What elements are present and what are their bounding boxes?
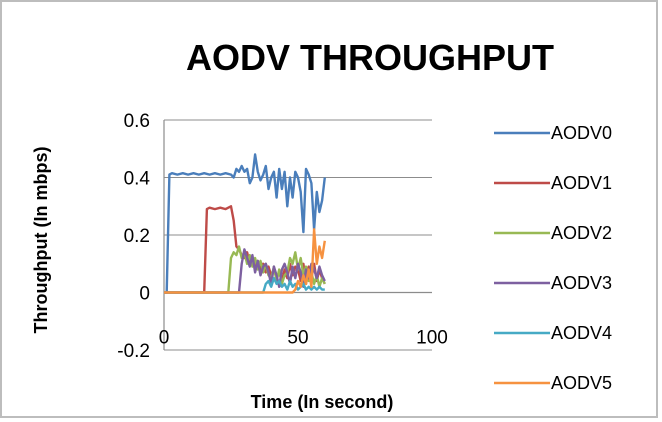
- x-tick-label: 50: [287, 328, 308, 349]
- y-tick-label: -0.2: [117, 341, 150, 362]
- x-tick-label: 100: [416, 328, 448, 349]
- legend-item-aodv5: AODV5: [494, 373, 612, 393]
- legend-item-aodv4: AODV4: [494, 323, 612, 343]
- legend-item-aodv0: AODV0: [494, 123, 612, 143]
- chart-title: AODV THROUGHPUT: [186, 37, 554, 78]
- legend-label: AODV0: [551, 123, 612, 143]
- y-axis-title: Throughput (In mbps): [31, 147, 51, 334]
- x-tick-label: 0: [159, 328, 170, 349]
- series-line-aodv0: [164, 153, 326, 294]
- legend-item-aodv3: AODV3: [494, 273, 612, 293]
- series-lines: [164, 153, 326, 294]
- series-line-aodv5: [164, 228, 326, 294]
- legend-label: AODV3: [551, 273, 612, 293]
- legend-item-aodv2: AODV2: [494, 223, 612, 243]
- legend: AODV0 AODV1 AODV2 AODV3 AODV4 AODV5: [494, 123, 612, 393]
- x-axis-title: Time (In second): [251, 392, 394, 412]
- y-tick-label: 0: [139, 284, 150, 305]
- legend-item-aodv1: AODV1: [494, 173, 612, 193]
- y-tick-label: 0.2: [124, 226, 150, 247]
- legend-label: AODV1: [551, 173, 612, 193]
- legend-label: AODV2: [551, 223, 612, 243]
- y-tick-label: 0.6: [124, 111, 150, 132]
- legend-label: AODV4: [551, 323, 612, 343]
- tick-labels: -0.2 0 0.2 0.4 0.6 0 50 100: [117, 111, 448, 362]
- y-tick-label: 0.4: [124, 169, 151, 190]
- legend-label: AODV5: [551, 373, 612, 393]
- series-line-aodv4: [164, 276, 325, 294]
- gridlines: [163, 119, 432, 351]
